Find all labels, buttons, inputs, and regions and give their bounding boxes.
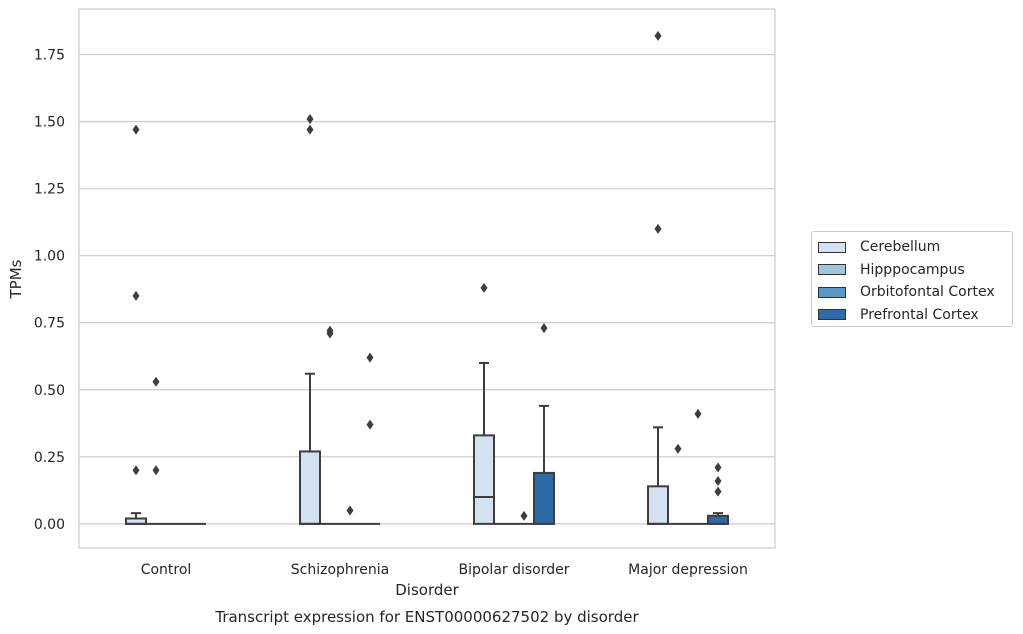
legend-item: Hipppocampus [818,259,1012,282]
outlier-point [132,124,140,135]
outlier-point [540,323,548,334]
x-tick-label: Control [141,562,192,578]
outlier-point [714,486,722,497]
x-tick-label: Schizophrenia [291,562,389,578]
box [707,514,729,525]
x-tick-label: Bipolar disorder [458,562,569,578]
plot-area [79,9,775,548]
outlier-point [152,376,160,387]
x-tick-label: Major depression [628,562,748,578]
outlier-point [480,282,488,293]
y-tick-label: 0.00 [34,517,65,533]
legend-item: Cerebellum [818,236,1012,259]
outlier-point [714,462,722,473]
legend-item: Prefrontal Cortex [818,304,1012,327]
legend-label: Prefrontal Cortex [860,306,979,323]
legend-label: Orbitofontal Cortex [860,284,995,301]
outlier-point [654,223,662,234]
plot-frame [78,8,776,549]
outliers-layer [132,30,722,521]
legend-swatch [818,241,846,253]
y-tick-label: 0.25 [34,450,65,466]
y-tick-label: 0.50 [34,383,65,399]
outlier-point [152,465,160,476]
legend-swatch [818,309,846,321]
y-tick-label: 1.25 [34,182,65,198]
outlier-point [520,510,528,521]
outlier-point [132,290,140,301]
legend-label: Hipppocampus [860,261,965,278]
x-tick-labels: Control Schizophrenia Bipolar disorder Majo… [141,562,748,578]
legend-swatch [818,286,846,298]
legend-label: Cerebellum [860,239,941,256]
outlier-point [306,124,314,135]
y-tick-label: 1.00 [34,249,65,265]
x-axis-label: Disorder [395,581,459,599]
legend-swatch [818,264,846,276]
boxes-layer [125,361,729,525]
legend: Cerebellum Hipppocampus Orbitofontal Corte… [811,231,1013,327]
outlier-point [326,325,334,336]
y-tick-label: 1.75 [34,48,65,64]
y-axis-label: TPMs [7,259,25,299]
legend-item: Orbitofontal Cortex [818,281,1012,304]
outlier-point [714,475,722,486]
y-tick-label: 1.50 [34,115,65,131]
box [533,471,555,525]
outlier-point [306,113,314,124]
box [647,485,669,525]
y-tick-label: 0.75 [34,316,65,332]
outlier-point [694,408,702,419]
box [299,450,321,525]
outlier-point [366,352,374,363]
outlier-point [346,505,354,516]
outlier-point [132,465,140,476]
outlier-point [674,443,682,454]
box [473,434,495,525]
outlier-point [366,419,374,430]
outlier-point [654,30,662,41]
chart-title: Transcript expression for ENST0000062750… [214,608,639,626]
y-tick-labels: 0.00 0.25 0.50 0.75 1.00 1.25 1.50 1.75 [34,48,65,533]
